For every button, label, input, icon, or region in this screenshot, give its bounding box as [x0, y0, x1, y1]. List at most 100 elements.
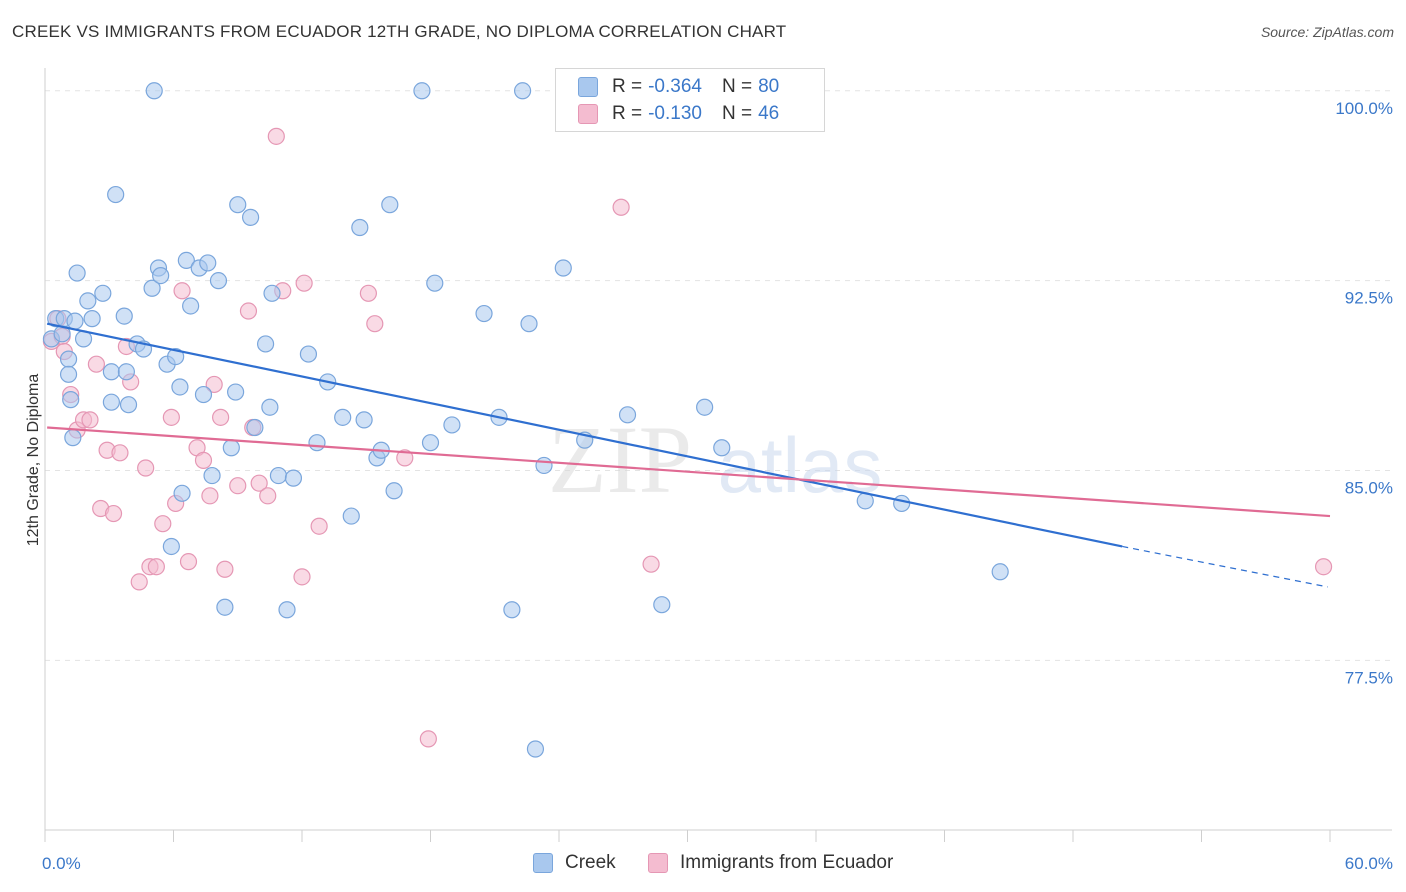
ecuador-legend-label: Immigrants from Ecuador — [680, 852, 894, 873]
creek-point — [385, 482, 403, 500]
source-text: Source: ZipAtlas.com — [1260, 24, 1394, 40]
ecuador-point — [396, 449, 414, 467]
ecuador-point — [81, 411, 99, 429]
creek-point — [269, 466, 288, 485]
series-legend: Creek Immigrants from Ecuador — [0, 852, 1406, 876]
ecuador-point — [147, 558, 165, 576]
legend-r-value: -0.130 — [648, 103, 702, 124]
ecuador-point — [293, 568, 311, 586]
creek-point — [256, 335, 275, 353]
creek-point — [62, 391, 80, 409]
creek-point — [199, 254, 217, 272]
creek-legend-label: Creek — [565, 852, 616, 873]
ecuador-point — [295, 274, 313, 292]
creek-point — [216, 598, 234, 616]
creek-point — [107, 185, 125, 204]
ecuador-point — [212, 408, 230, 426]
creek-point — [242, 208, 260, 226]
ecuador-point — [359, 284, 377, 302]
creek-trend-line — [46, 322, 1123, 548]
ecuador-point — [104, 504, 123, 523]
series-creek-points — [42, 82, 1009, 758]
creek-point — [334, 408, 352, 426]
legend-item-creek: Creek — [533, 852, 616, 874]
creek-point — [696, 398, 714, 416]
tick-labels: 77.5% 85.0% 92.5% 100.0% 0.0% 60.0% — [42, 99, 1393, 873]
creek-point — [246, 418, 264, 437]
creek-point — [381, 196, 399, 214]
legend-n-label: N = — [721, 103, 753, 124]
legend-n-label: N = — [721, 76, 753, 97]
creek-point — [342, 507, 360, 525]
ecuador-point — [137, 459, 155, 477]
watermark-zip: ZIP — [548, 406, 692, 513]
chart-title: CREEK VS IMMIGRANTS FROM ECUADOR 12TH GR… — [12, 22, 787, 41]
trend-lines — [46, 322, 1331, 588]
ecuador-point — [239, 302, 258, 320]
creek-point — [893, 494, 911, 513]
creek-point — [653, 596, 671, 614]
x-tick-label: 0.0% — [42, 854, 81, 873]
ecuador-point — [267, 127, 285, 145]
creek-point — [152, 266, 170, 285]
y-tick-label: 100.0% — [1335, 99, 1393, 118]
watermark-atlas: atlas — [718, 421, 883, 509]
creek-point — [475, 304, 493, 323]
creek-point — [299, 345, 318, 363]
creek-point — [991, 563, 1009, 581]
creek-point — [117, 363, 135, 381]
ecuador-point — [194, 451, 213, 469]
legend-row-ecuador: R = -0.130 N = 46 — [578, 102, 779, 126]
creek-point — [618, 406, 637, 424]
ecuador-point — [162, 408, 180, 426]
correlation-legend: R = -0.364 N = 80 R = -0.130 N = 46 — [555, 68, 825, 132]
creek-point — [513, 82, 532, 100]
creek-point — [284, 469, 303, 487]
legend-r-value: -0.364 — [648, 76, 702, 97]
creek-point — [143, 279, 161, 297]
creek-point — [222, 439, 240, 457]
axes — [44, 68, 1392, 842]
ecuador-point — [250, 474, 268, 492]
y-tick-label: 92.5% — [1345, 289, 1393, 308]
ecuador-point — [205, 375, 223, 394]
creek-point — [145, 82, 163, 100]
y-axis-label: 12th Grade, No Diploma — [25, 373, 42, 547]
legend-n-value: 80 — [758, 76, 780, 97]
creek-point — [351, 218, 369, 237]
creek-point — [79, 292, 97, 310]
creek-point — [503, 601, 521, 619]
creek-point — [59, 350, 78, 368]
creek-trend-extension — [1122, 545, 1328, 588]
creek-point — [182, 297, 200, 315]
creek-point — [64, 429, 82, 447]
y-tick-label: 85.0% — [1345, 479, 1393, 498]
ecuador-point — [1314, 558, 1333, 576]
creek-point — [261, 398, 279, 416]
creek-point — [173, 484, 191, 502]
ecuador-point — [201, 487, 219, 505]
creek-point — [554, 259, 572, 277]
ecuador-point — [130, 573, 148, 591]
creek-point — [229, 196, 247, 214]
creek-point — [102, 393, 120, 411]
creek-point — [413, 82, 431, 100]
creek-swatch — [578, 77, 598, 97]
ecuador-point — [111, 444, 129, 462]
ecuador-point — [216, 560, 234, 578]
legend-n-value: 46 — [758, 103, 780, 124]
legend-row-creek: R = -0.364 N = 80 — [578, 75, 779, 99]
creek-point — [203, 466, 221, 485]
grid-lines — [45, 90, 1392, 661]
ecuador-point — [259, 487, 277, 505]
watermark: ZIP atlas — [548, 406, 882, 513]
ecuador-trend-line — [47, 426, 1331, 518]
creek-point — [520, 315, 538, 333]
creek-legend-swatch — [533, 853, 553, 873]
creek-point — [119, 396, 138, 414]
creek-point — [171, 378, 189, 396]
creek-point — [278, 601, 296, 619]
creek-point — [68, 264, 86, 282]
ecuador-point — [179, 553, 198, 571]
creek-point — [426, 274, 444, 292]
